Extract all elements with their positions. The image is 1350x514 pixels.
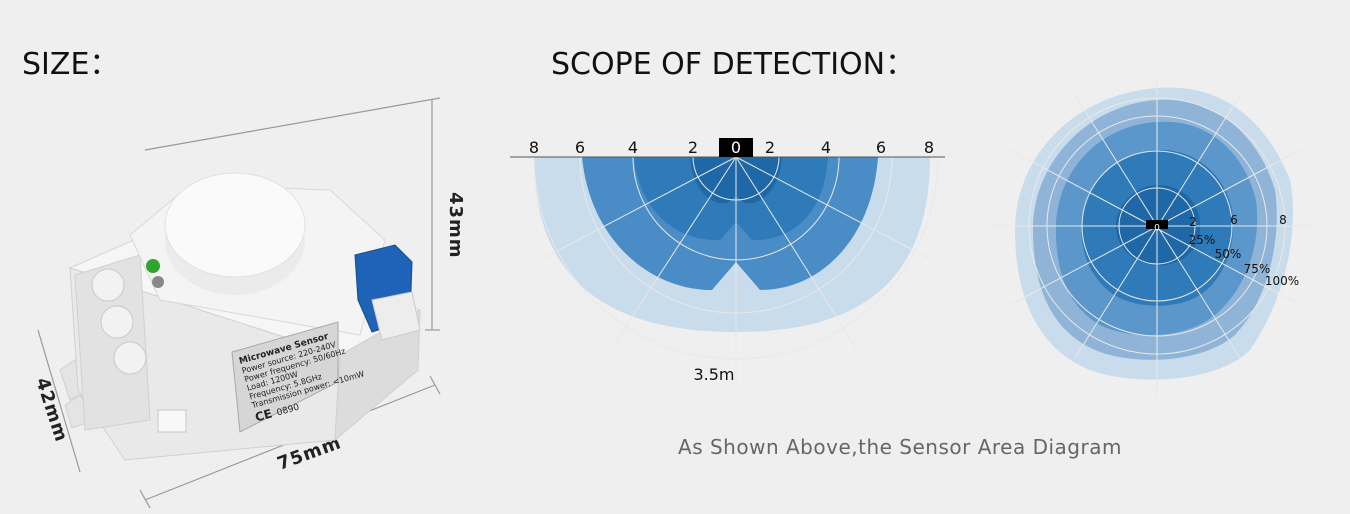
side-scale-label: 0 (731, 138, 741, 157)
top-distance-label: 2 (1189, 215, 1197, 229)
side-scale-label: 6 (575, 138, 585, 157)
top-percent-label: 75% (1244, 262, 1271, 276)
side-scale-label: 2 (688, 138, 698, 157)
top-percent-label: 100% (1265, 274, 1299, 288)
side-scale-label: 2 (765, 138, 775, 157)
side-scale-label: 6 (876, 138, 886, 157)
side-scale-label: 4 (821, 138, 831, 157)
top-distance-label: 8 (1279, 213, 1287, 227)
detection-title: SCOPE OF DETECTION： (551, 47, 915, 82)
label-line: CE (254, 406, 274, 424)
top-center-label: 0 (1154, 224, 1160, 234)
top-percent-label: 25% (1189, 233, 1216, 247)
top-percent-label: 50% (1215, 247, 1242, 261)
top-view-diagram (990, 78, 1312, 398)
side-scale-label: 8 (924, 138, 934, 157)
caption: As Shown Above,the Sensor Area Diagram (678, 435, 1122, 459)
size-title: SIZE： (22, 47, 119, 82)
top-distance-label: 6 (1230, 213, 1238, 227)
height-dimension: 43mm (445, 192, 466, 259)
range-label: 3.5m (693, 365, 734, 384)
side-scale: 8 6 4 2 0 2 4 6 8 (529, 138, 934, 157)
side-view-diagram (510, 138, 945, 385)
side-scale-label: 4 (628, 138, 638, 157)
side-scale-label: 8 (529, 138, 539, 157)
device (59, 172, 422, 461)
